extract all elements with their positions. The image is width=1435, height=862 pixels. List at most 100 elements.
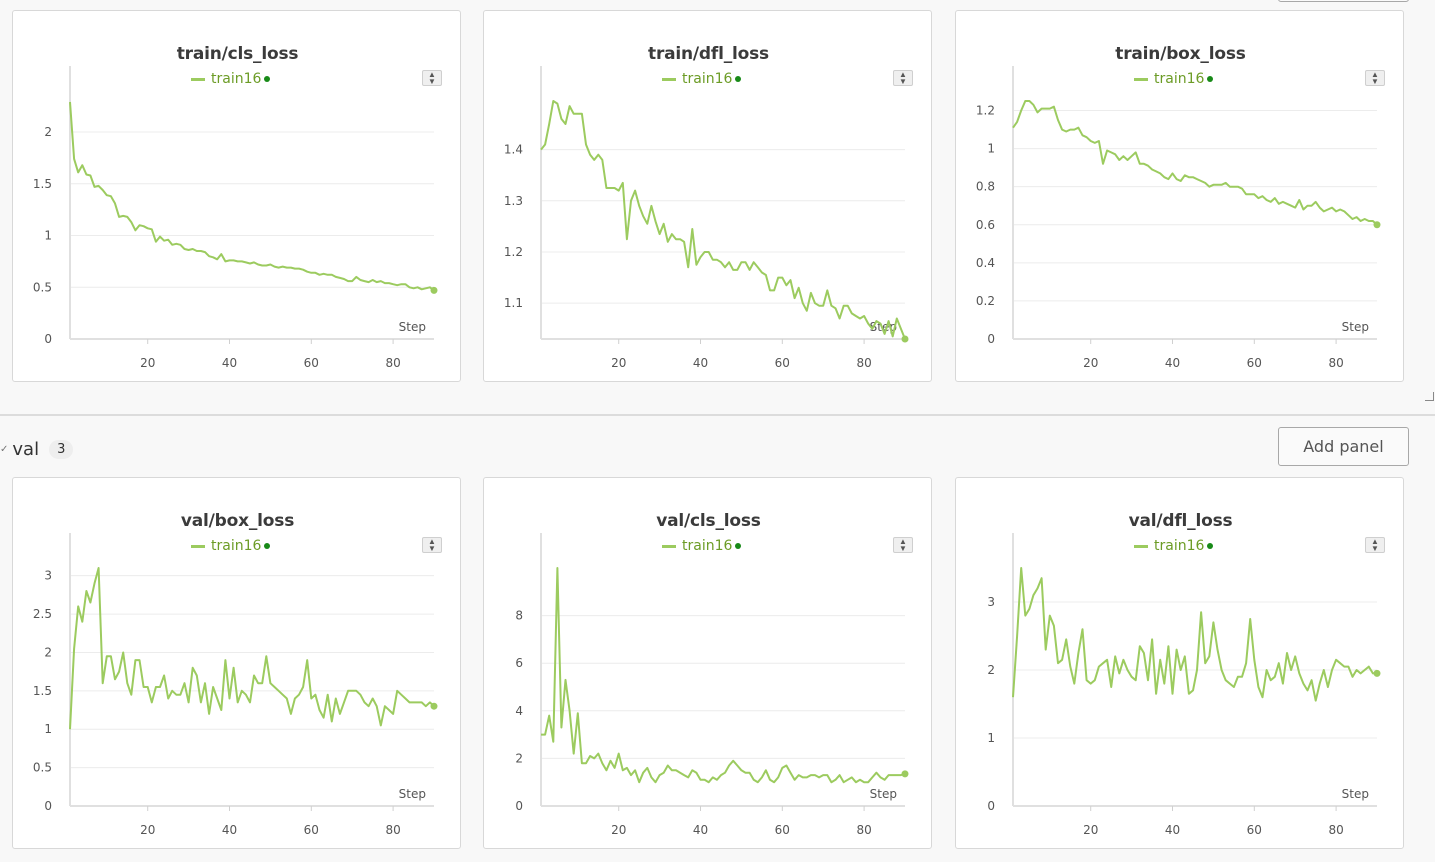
legend[interactable]: train16 xyxy=(1134,538,1214,554)
y-tick-label: 0.5 xyxy=(33,761,52,775)
y-tick-label: 0 xyxy=(44,799,52,813)
panel-title: val/dfl_loss xyxy=(1128,511,1233,531)
x-tick-label: 80 xyxy=(1328,823,1343,837)
x-tick-label: 80 xyxy=(856,356,871,370)
sort-toggle-icon[interactable]: ▲ ▼ xyxy=(422,70,442,86)
legend-line-swatch xyxy=(1134,77,1148,81)
sort-toggle-icon[interactable]: ▲ ▼ xyxy=(1365,537,1385,553)
run-dot-icon xyxy=(264,76,271,82)
resize-handle-icon[interactable] xyxy=(1425,392,1434,401)
y-tick-label: 0.8 xyxy=(976,180,995,194)
y-tick-label: 1 xyxy=(987,731,995,745)
y-tick-label: 2.5 xyxy=(33,607,52,621)
series-end-point xyxy=(430,286,438,294)
line-chart: 0 0.5 1 1.5 2 2.5 3 20 40 60 80 Step xyxy=(33,533,438,837)
legend[interactable]: train16 xyxy=(191,538,271,554)
y-tick-label: 0 xyxy=(987,332,995,346)
legend[interactable]: train16 xyxy=(191,71,271,87)
x-tick-label: 40 xyxy=(693,356,708,370)
x-tick-label: 40 xyxy=(1165,823,1180,837)
top-button-stub[interactable] xyxy=(1278,0,1409,2)
y-tick-label: 0.4 xyxy=(976,256,995,270)
x-axis-label: Step xyxy=(1342,787,1369,801)
y-tick-label: 1.3 xyxy=(504,194,523,208)
sort-toggle-icon[interactable]: ▲ ▼ xyxy=(893,537,913,553)
legend-line-swatch xyxy=(191,77,205,81)
x-tick-label: 20 xyxy=(140,823,155,837)
y-tick-label: 1.2 xyxy=(504,245,523,259)
chart-panel-train-cls-loss: train/cls_loss train16 ▲ ▼ 0 0.5 1 1.5 2 20 40 6… xyxy=(12,10,461,382)
panel-title: val/cls_loss xyxy=(656,511,761,531)
x-tick-label: 40 xyxy=(1165,356,1180,370)
series-line xyxy=(1012,100,1378,226)
chevron-down-icon[interactable]: ✓ xyxy=(0,443,9,455)
x-tick-label: 80 xyxy=(385,356,400,370)
legend-label: train16 xyxy=(211,71,262,87)
line-chart: 0 0.2 0.4 0.6 0.8 1 1.2 20 40 60 80 Step xyxy=(976,66,1381,370)
series-line xyxy=(541,567,906,784)
x-tick-label: 40 xyxy=(693,823,708,837)
y-tick-label: 1 xyxy=(987,142,995,156)
run-dot-icon xyxy=(264,543,271,549)
section-divider xyxy=(0,414,1435,416)
y-tick-label: 2 xyxy=(44,645,52,659)
x-tick-label: 60 xyxy=(304,823,319,837)
line-chart: 0 1 2 3 20 40 60 80 Step xyxy=(987,533,1381,837)
y-tick-label: 2 xyxy=(987,663,995,677)
series-line xyxy=(69,567,435,730)
y-tick-label: 8 xyxy=(515,609,523,623)
legend[interactable]: train16 xyxy=(1134,71,1214,87)
sort-toggle-icon[interactable]: ▲ ▼ xyxy=(422,537,442,553)
x-tick-label: 80 xyxy=(385,823,400,837)
legend-label: train16 xyxy=(682,538,733,554)
legend-label: train16 xyxy=(682,71,733,87)
add-panel-button[interactable]: Add panel xyxy=(1278,427,1409,466)
run-dot-icon xyxy=(735,76,742,82)
line-chart: 0 0.5 1 1.5 2 20 40 60 80 Step xyxy=(33,66,438,370)
legend[interactable]: train16 xyxy=(662,538,742,554)
legend-line-swatch xyxy=(191,544,205,548)
series-line xyxy=(69,101,435,292)
section-header[interactable]: ✓ val 3 xyxy=(0,436,74,462)
y-tick-label: 4 xyxy=(515,704,523,718)
y-tick-label: 0.5 xyxy=(33,280,52,294)
series-end-point xyxy=(1373,669,1381,677)
x-tick-label: 80 xyxy=(1328,356,1343,370)
run-dot-icon xyxy=(1207,543,1214,549)
sort-toggle-icon[interactable]: ▲ ▼ xyxy=(1365,70,1385,86)
series-end-point xyxy=(1373,221,1381,229)
y-tick-label: 1 xyxy=(44,229,52,243)
x-tick-label: 20 xyxy=(140,356,155,370)
line-chart: 0 2 4 6 8 20 40 60 80 Step xyxy=(515,533,909,837)
x-tick-label: 20 xyxy=(1083,823,1098,837)
sort-toggle-icon[interactable]: ▲ ▼ xyxy=(893,70,913,86)
chart-panel-train-dfl-loss: train/dfl_loss train16 ▲ ▼ 1.1 1.2 1.3 1.4 20… xyxy=(483,10,932,382)
legend-label: train16 xyxy=(1154,71,1205,87)
chart-panel-val-cls-loss: val/cls_loss train16 ▲ ▼ 0 2 4 6 8 20 40 60 80 Ste… xyxy=(483,477,932,849)
y-tick-label: 0 xyxy=(987,799,995,813)
section-count-badge: 3 xyxy=(49,439,74,459)
legend[interactable]: train16 xyxy=(662,71,742,87)
x-axis-label: Step xyxy=(399,787,426,801)
x-tick-label: 20 xyxy=(611,356,626,370)
legend-line-swatch xyxy=(662,544,676,548)
series-end-point xyxy=(901,770,909,778)
y-tick-label: 1.4 xyxy=(504,143,523,157)
x-tick-label: 60 xyxy=(775,823,790,837)
x-tick-label: 20 xyxy=(611,823,626,837)
section-name: val xyxy=(12,438,40,460)
y-tick-label: 2 xyxy=(515,751,523,765)
chart-panel-val-box-loss: val/box_loss train16 ▲ ▼ 0 0.5 1 1.5 2 2.5 3 20 4… xyxy=(12,477,461,849)
y-tick-label: 0.6 xyxy=(976,218,995,232)
x-tick-label: 20 xyxy=(1083,356,1098,370)
series-end-point xyxy=(901,335,909,343)
run-dot-icon xyxy=(1207,76,1214,82)
y-tick-label: 1.5 xyxy=(33,684,52,698)
y-tick-label: 0 xyxy=(44,332,52,346)
panel-title: train/box_loss xyxy=(1115,44,1246,64)
series-end-point xyxy=(430,702,438,710)
x-tick-label: 60 xyxy=(1247,356,1262,370)
x-tick-label: 40 xyxy=(222,356,237,370)
y-tick-label: 0.2 xyxy=(976,294,995,308)
